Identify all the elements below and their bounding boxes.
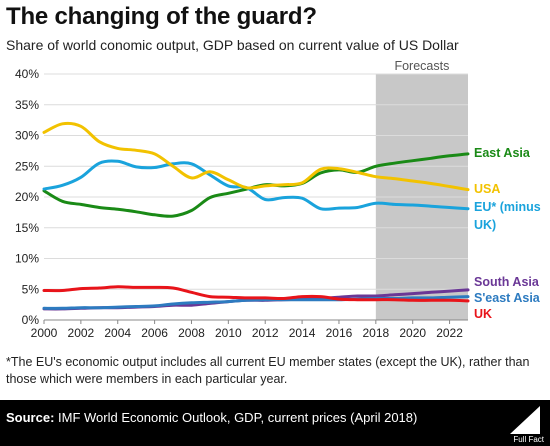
x-tick-label: 2018 [362, 326, 389, 340]
y-tick-label: 30% [15, 129, 39, 143]
fullfact-logo-text: Full Fact [513, 435, 544, 444]
series-label-eu-minus-uk: UK) [474, 218, 496, 232]
x-tick-label: 2008 [178, 326, 205, 340]
y-tick-label: 0% [22, 313, 40, 327]
page-title: The changing of the guard? [6, 3, 317, 30]
series-label-east-asia: East Asia [474, 146, 531, 160]
x-tick-label: 2006 [141, 326, 168, 340]
x-tick-label: 2020 [399, 326, 426, 340]
y-tick-label: 5% [22, 282, 40, 296]
source-text: Source: IMF World Economic Outlook, GDP,… [6, 410, 417, 425]
source-detail: IMF World Economic Outlook, GDP, current… [58, 410, 418, 425]
series-label-eu-minus-uk: EU* (minus [474, 200, 541, 214]
x-tick-label: 2000 [31, 326, 58, 340]
y-tick-label: 20% [15, 190, 39, 204]
x-tick-label: 2004 [104, 326, 131, 340]
y-tick-label: 15% [15, 221, 39, 235]
series-line-usa [42, 121, 470, 192]
footnote: *The EU's economic output includes all c… [6, 355, 530, 386]
y-tick-label: 10% [15, 252, 39, 266]
series-line-eu-minus-uk [42, 159, 470, 211]
series-label-s-east-asia: S'east Asia [474, 291, 541, 305]
series-line-uk [42, 285, 470, 303]
x-tick-label: 2016 [326, 326, 353, 340]
y-tick-label: 40% [15, 67, 39, 81]
series-label-uk: UK [474, 307, 492, 321]
series-label-south-asia: South Asia [474, 275, 540, 289]
fullfact-logo-icon [510, 406, 540, 434]
y-tick-label: 25% [15, 159, 39, 173]
x-tick-label: 2014 [289, 326, 316, 340]
gdp-share-chart: Forecasts 0% 5% 10% 15% 20% 25% 30% 35% 40% 2000 20… [15, 59, 541, 340]
source-label: Source: [6, 410, 55, 425]
y-tick-label: 35% [15, 98, 39, 112]
x-tick-label: 2002 [68, 326, 95, 340]
x-tick-label: 2012 [252, 326, 279, 340]
page-subtitle: Share of world conomic output, GDP based… [6, 37, 459, 53]
x-tick-label: 2010 [215, 326, 242, 340]
x-tick-label: 2022 [436, 326, 463, 340]
source-bar: Source: IMF World Economic Outlook, GDP,… [0, 400, 550, 446]
forecast-label: Forecasts [394, 59, 449, 73]
series-label-usa: USA [474, 182, 500, 196]
